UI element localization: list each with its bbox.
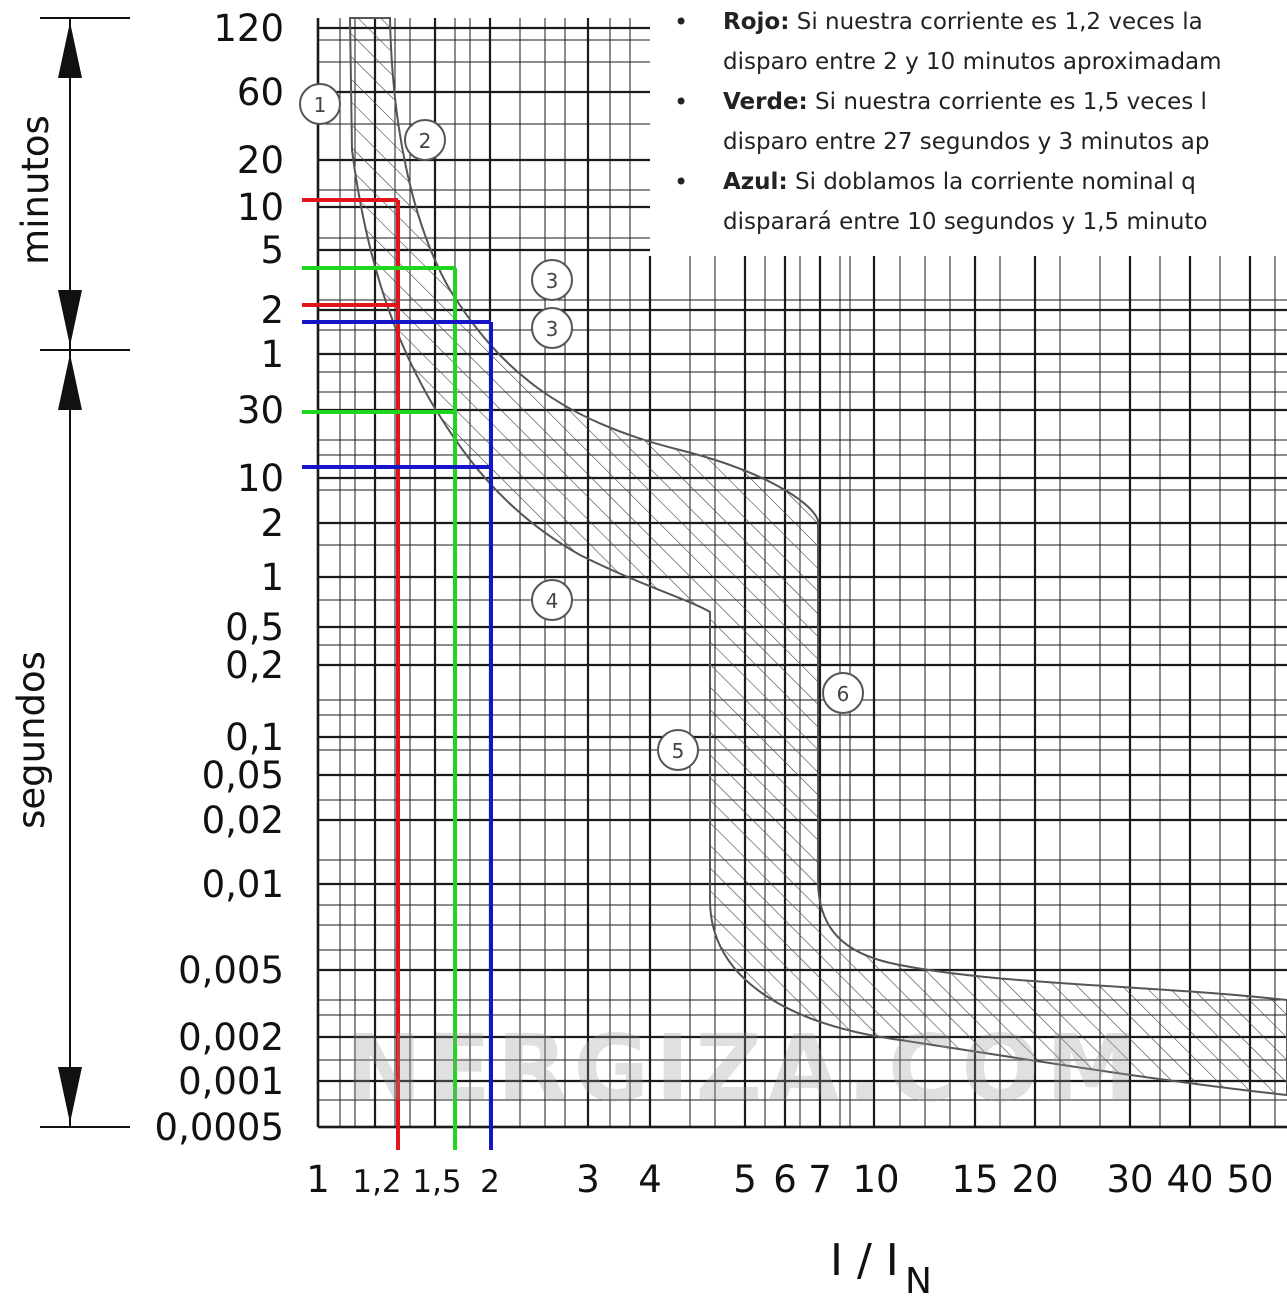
svg-text:3: 3	[546, 269, 559, 293]
y-tick-sec-12: 0,001	[178, 1060, 284, 1103]
legend-green-line2: disparo entre 27 segundos y 3 minutos ap	[723, 129, 1210, 155]
legend-blue-line1: Si doblamos la corriente nominal q	[787, 169, 1196, 195]
y-tick-min-6: 1	[260, 333, 284, 376]
zone-labels: 1 2 3 3 4 5 6	[299, 83, 864, 771]
svg-text:4: 4	[546, 589, 559, 613]
y-tick-sec-5: 0,2	[225, 644, 284, 687]
x-tick-6: 5	[733, 1158, 757, 1201]
arrow-down-icon	[58, 290, 82, 346]
y-tick-min-3: 10	[237, 186, 284, 229]
y-tick-min-1: 60	[237, 71, 284, 114]
x-tick-3: 2	[480, 1164, 500, 1200]
x-tick-8: 7	[808, 1158, 832, 1201]
y-tick-min-2: 20	[237, 139, 284, 182]
zone-label-3: 3	[531, 307, 573, 349]
seconds-unit-label: segundos	[10, 651, 53, 829]
bullet-icon: •	[674, 8, 689, 36]
legend-panel: • Rojo: Si nuestra corriente es 1,2 vece…	[650, 0, 1287, 246]
legend-red-title: Rojo:	[723, 9, 790, 35]
legend-blue-line2: disparará entre 10 segundos y 1,5 minuto	[723, 209, 1208, 235]
y-tick-sec-8: 0,02	[202, 799, 284, 842]
zone-label-6: 6	[822, 672, 864, 714]
x-tick-14: 50	[1226, 1158, 1273, 1201]
x-axis-label: I / I	[830, 1235, 899, 1286]
legend-item-blue: • Azul: Si doblamos la corriente nominal…	[650, 162, 1287, 242]
x-tick-10: 15	[951, 1158, 998, 1201]
legend-item-red: • Rojo: Si nuestra corriente es 1,2 vece…	[650, 2, 1287, 82]
y-tick-sec-4: 0,5	[225, 606, 284, 649]
x-tick-11: 20	[1011, 1158, 1058, 1201]
y-tick-sec-11: 0,002	[178, 1016, 284, 1059]
svg-text:2: 2	[419, 129, 432, 153]
watermark: NERGIZA.COM	[345, 1015, 1143, 1122]
zone-label-1: 2	[404, 119, 446, 161]
bullet-icon: •	[674, 168, 689, 196]
unit-axes	[40, 17, 130, 1128]
svg-text:1: 1	[314, 93, 327, 117]
zone-label-0: 1	[299, 83, 341, 125]
x-tick-9: 10	[852, 1158, 899, 1201]
svg-text:6: 6	[837, 682, 850, 706]
svg-text:3: 3	[546, 317, 559, 341]
minutes-unit-label: minutos	[14, 115, 57, 265]
y-tick-labels: 1206020105213010210,50,20,10,050,020,010…	[155, 7, 284, 1149]
legend-red-line2: disparo entre 2 y 10 minutos aproximadam	[723, 49, 1222, 75]
x-tick-5: 4	[638, 1158, 662, 1201]
y-tick-sec-7: 0,05	[202, 754, 284, 797]
y-tick-sec-2: 2	[260, 502, 284, 545]
y-tick-sec-9: 0,01	[202, 863, 284, 906]
zone-label-2: 3	[531, 259, 573, 301]
legend-item-green: • Verde: Si nuestra corriente es 1,5 vec…	[650, 82, 1287, 162]
x-tick-labels: 1 1,2 1,5 2 3 4 5 6 7 10 15 20 30 40 50	[306, 1158, 1273, 1201]
x-tick-12: 30	[1106, 1158, 1153, 1201]
zone-label-4: 4	[531, 579, 573, 621]
arrow-up-icon	[58, 22, 82, 78]
y-tick-sec-1: 10	[237, 457, 284, 500]
legend-blue-title: Azul:	[723, 169, 788, 195]
x-tick-7: 6	[773, 1158, 797, 1201]
x-tick-2: 1,5	[412, 1164, 461, 1200]
legend-green-line1: Si nuestra corriente es 1,5 veces l	[807, 89, 1207, 115]
y-tick-sec-3: 1	[260, 556, 284, 599]
marker-lines	[302, 198, 493, 1150]
y-tick-min-0: 120	[213, 7, 284, 50]
legend-red-line1: Si nuestra corriente es 1,2 veces la	[789, 9, 1203, 35]
y-tick-sec-0: 30	[237, 389, 284, 432]
y-tick-sec-6: 0,1	[225, 716, 284, 759]
bullet-icon: •	[674, 88, 689, 116]
arrow-up-icon	[58, 354, 82, 410]
svg-text:5: 5	[672, 739, 685, 763]
y-tick-min-4: 5	[260, 229, 284, 272]
legend-green-title: Verde:	[723, 89, 808, 115]
y-tick-min-5: 2	[260, 289, 284, 332]
x-tick-1: 1,2	[352, 1164, 401, 1200]
trip-band	[348, 17, 1287, 1097]
arrow-down-icon	[58, 1067, 82, 1123]
x-tick-4: 3	[576, 1158, 600, 1201]
x-tick-13: 40	[1166, 1158, 1213, 1201]
y-tick-sec-13: 0,0005	[155, 1106, 284, 1149]
y-tick-sec-10: 0,005	[178, 949, 284, 992]
x-axis-label-subscript: N	[905, 1261, 932, 1297]
zone-label-5: 5	[657, 729, 699, 771]
x-tick-0: 1	[306, 1158, 330, 1201]
